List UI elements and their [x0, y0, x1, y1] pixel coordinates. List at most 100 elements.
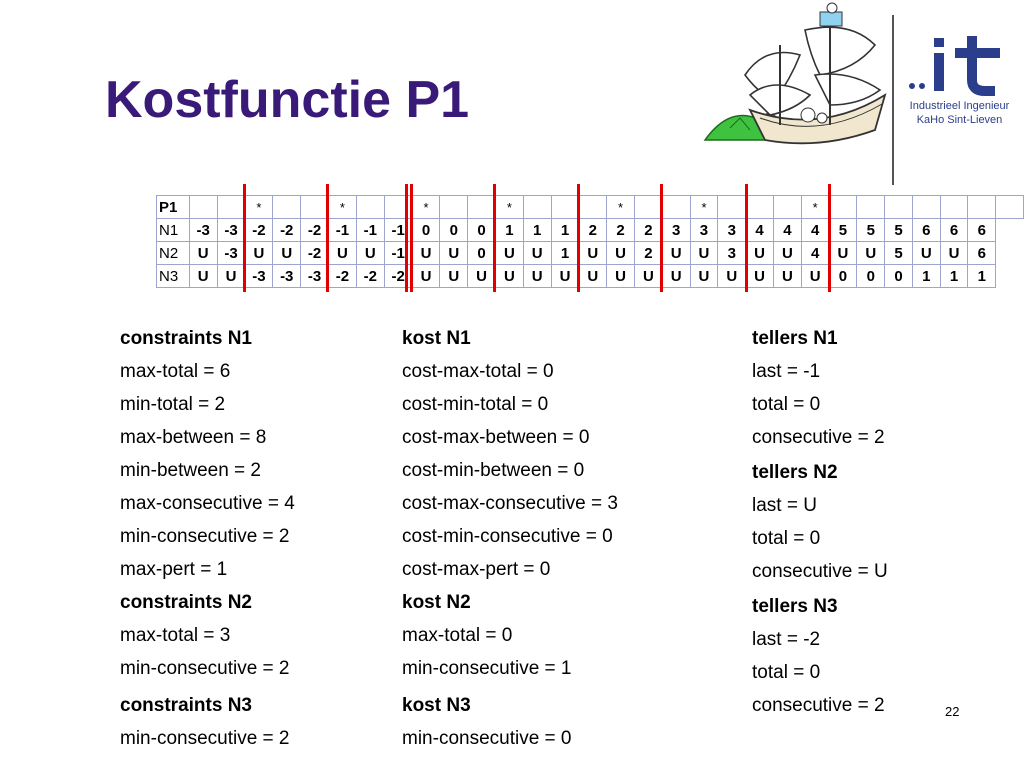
table-cell [550, 195, 580, 219]
row-label: N2 [156, 241, 190, 265]
table-cell: 2 [606, 218, 635, 242]
table-cell [188, 195, 218, 219]
table-row: N2 U -3 U U -2 U U -1 U U 0 U U 1 U U 2 U U 3 U U 4 U U 5 U U 6 [156, 241, 1024, 265]
table-cell: U [939, 241, 969, 265]
table-cell [522, 195, 552, 219]
constraint-line: min-total = 2 [120, 394, 226, 415]
table-cell: * [606, 195, 635, 219]
logo-line1: Industrieel Ingenieur [909, 100, 1010, 112]
it-logo [909, 36, 1000, 96]
slide-title: Kostfunctie P1 [105, 71, 470, 129]
constraint-line: max-consecutive = 4 [120, 493, 295, 514]
table-cell: 0 [828, 264, 858, 288]
table-cell: -1 [328, 218, 357, 242]
constraint-line: max-total = 6 [120, 361, 231, 382]
cost-line: cost-max-pert = 0 [402, 559, 551, 580]
table-cell: 5 [884, 218, 913, 242]
red-marker [745, 184, 748, 292]
table-cell: 1 [550, 218, 580, 242]
cost-line: cost-min-between = 0 [402, 460, 585, 481]
table-cell: U [856, 241, 886, 265]
counter-line: total = 0 [752, 528, 821, 549]
table-cell: 2 [578, 218, 608, 242]
table-cell [216, 195, 246, 219]
constraint-line: max-between = 8 [120, 427, 267, 448]
table-row: N1 -3 -3 -2 -2 -2 -1 -1 -1 0 0 0 1 1 1 2 2 2 3 3 3 4 4 4 5 5 5 6 6 6 [156, 218, 1024, 242]
table-cell [439, 195, 469, 219]
table-cell [745, 195, 774, 219]
table-cell: 0 [411, 218, 441, 242]
red-marker [828, 184, 831, 292]
table-cell [272, 195, 302, 219]
table-cell: U [328, 241, 357, 265]
table-cell: 5 [828, 218, 858, 242]
constraint-line: min-between = 2 [120, 460, 261, 481]
table-cell: 5 [856, 218, 886, 242]
cost-line: min-consecutive = 1 [402, 658, 572, 679]
table-cell: 3 [717, 218, 747, 242]
table-cell: -3 [244, 264, 274, 288]
table-cell [661, 195, 691, 219]
table-cell [911, 195, 941, 219]
table-cell: -2 [328, 264, 357, 288]
header-divider [892, 15, 894, 185]
table-cell: U [467, 264, 496, 288]
table-cell [467, 195, 496, 219]
table-cell: 2 [633, 241, 663, 265]
table-cell: U [800, 264, 830, 288]
logo-line2: KaHo Sint-Lieven [916, 114, 1003, 126]
table-cell: * [411, 195, 441, 219]
table-cell: 1 [495, 218, 524, 242]
table-cell: U [689, 241, 719, 265]
ship-clipart [703, 2, 887, 145]
table-cell: U [606, 241, 635, 265]
table-cell: U [745, 241, 774, 265]
constraints-n2-heading: constraints N2 [120, 592, 252, 613]
table-cell: U [606, 264, 635, 288]
table-cell: U [772, 241, 802, 265]
cost-line: min-consecutive = 0 [402, 728, 572, 749]
table-cell: U [522, 241, 552, 265]
table-cell: U [495, 241, 524, 265]
tellers-n1-heading: tellers N1 [752, 328, 838, 349]
constraint-line: min-consecutive = 2 [120, 526, 290, 547]
table-cell: 4 [800, 241, 830, 265]
table-cell: U [411, 264, 441, 288]
table-cell: 1 [939, 264, 969, 288]
table-cell: -2 [300, 241, 330, 265]
table-cell: -3 [216, 241, 246, 265]
table-cell: 3 [717, 241, 747, 265]
table-cell: 4 [800, 218, 830, 242]
table-cell [300, 195, 330, 219]
table-cell: -3 [300, 264, 330, 288]
table-row: N3 U U -3 -3 -3 -2 -2 -2 U U U U U U U U U U U U U U U 0 0 0 1 1 1 [156, 264, 1024, 288]
table-cell: 3 [689, 218, 719, 242]
cost-line: cost-min-total = 0 [402, 394, 549, 415]
table-cell: 6 [911, 218, 941, 242]
table-cell: U [578, 264, 608, 288]
red-marker [243, 184, 246, 292]
table-cell: U [216, 264, 246, 288]
table-cell: -2 [272, 218, 302, 242]
table-cell: U [745, 264, 774, 288]
cost-line: cost-min-consecutive = 0 [402, 526, 613, 547]
table-cell: 6 [939, 218, 969, 242]
table-cell [967, 195, 997, 219]
table-cell: 1 [522, 218, 552, 242]
table-cell: U [244, 241, 274, 265]
table-cell: U [439, 241, 469, 265]
table-cell: 5 [884, 241, 913, 265]
table-cell: 4 [745, 218, 774, 242]
constraints-n1-heading: constraints N1 [120, 328, 252, 349]
table-cell: U [272, 241, 302, 265]
constraints-column: constraints N1 max-total = 6 min-total =… [120, 322, 295, 755]
table-cell: * [328, 195, 357, 219]
table-cell: 0 [467, 241, 496, 265]
counter-line: consecutive = 2 [752, 427, 885, 448]
counter-line: last = -1 [752, 361, 821, 382]
constraints-n3-heading: constraints N3 [120, 695, 252, 716]
row-label: N3 [156, 264, 190, 288]
table-cell: U [188, 264, 218, 288]
table-cell [578, 195, 608, 219]
table-cell: 0 [884, 264, 913, 288]
